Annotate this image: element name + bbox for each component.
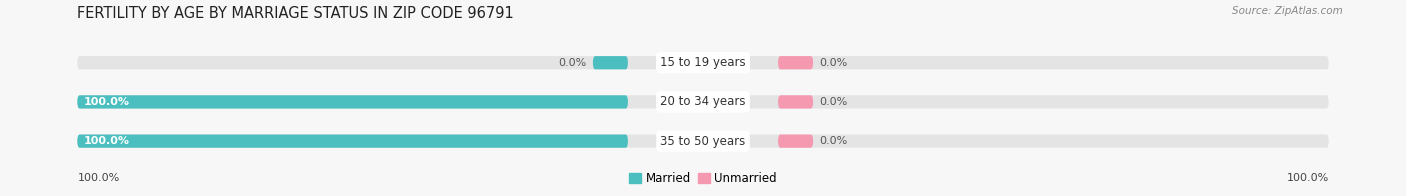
- Text: 100.0%: 100.0%: [77, 173, 120, 183]
- Text: 100.0%: 100.0%: [83, 136, 129, 146]
- Text: 100.0%: 100.0%: [83, 97, 129, 107]
- Text: 0.0%: 0.0%: [820, 58, 848, 68]
- FancyBboxPatch shape: [77, 95, 1329, 109]
- FancyBboxPatch shape: [778, 95, 813, 109]
- Text: 0.0%: 0.0%: [820, 136, 848, 146]
- FancyBboxPatch shape: [77, 56, 1329, 69]
- FancyBboxPatch shape: [77, 134, 628, 148]
- FancyBboxPatch shape: [593, 56, 628, 69]
- FancyBboxPatch shape: [778, 56, 813, 69]
- FancyBboxPatch shape: [77, 134, 1329, 148]
- Text: 35 to 50 years: 35 to 50 years: [661, 135, 745, 148]
- Text: 20 to 34 years: 20 to 34 years: [661, 95, 745, 108]
- Text: Source: ZipAtlas.com: Source: ZipAtlas.com: [1232, 6, 1343, 16]
- FancyBboxPatch shape: [778, 134, 813, 148]
- Text: 100.0%: 100.0%: [1286, 173, 1329, 183]
- Text: 0.0%: 0.0%: [820, 97, 848, 107]
- Text: 0.0%: 0.0%: [558, 58, 586, 68]
- Legend: Married, Unmarried: Married, Unmarried: [624, 167, 782, 190]
- FancyBboxPatch shape: [77, 95, 628, 109]
- Text: FERTILITY BY AGE BY MARRIAGE STATUS IN ZIP CODE 96791: FERTILITY BY AGE BY MARRIAGE STATUS IN Z…: [77, 6, 515, 21]
- Text: 15 to 19 years: 15 to 19 years: [661, 56, 745, 69]
